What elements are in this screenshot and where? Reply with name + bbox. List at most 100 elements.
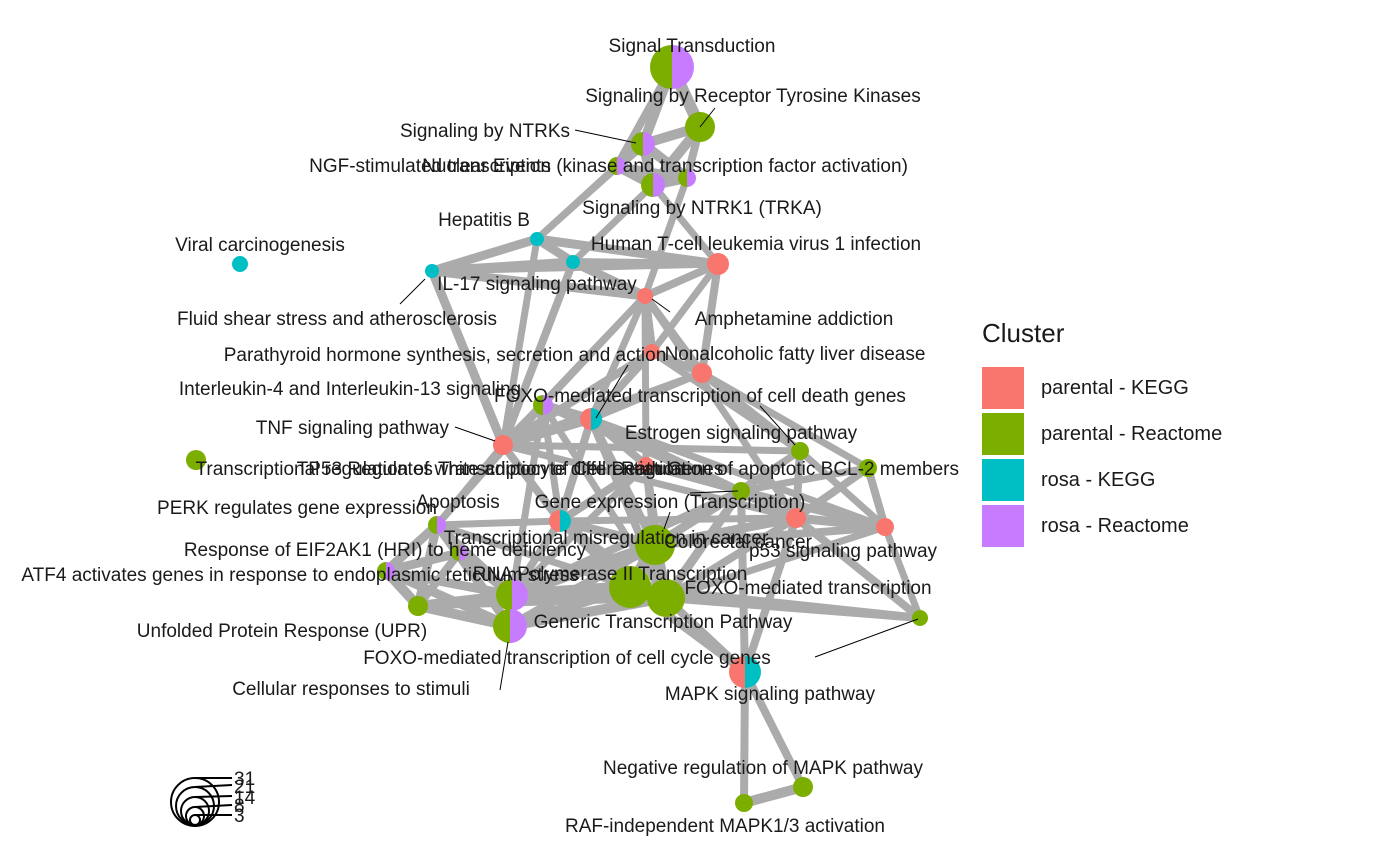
size-circle xyxy=(189,814,201,826)
edge xyxy=(587,292,649,423)
edge xyxy=(499,348,656,449)
node-amphetamine xyxy=(637,288,653,304)
edge xyxy=(698,369,872,472)
node-perk xyxy=(428,516,446,534)
node-upr xyxy=(408,596,428,616)
edge xyxy=(499,258,577,449)
node-label: Signal Transduction xyxy=(609,36,776,57)
pie-slice xyxy=(735,794,753,812)
edge xyxy=(505,540,660,631)
node-label: IL-17 signaling pathway xyxy=(437,274,637,295)
legend-item-rosa-reactome: rosa - Reactome xyxy=(982,503,1222,549)
node-label: Interleukin-4 and Interleukin-13 signali… xyxy=(179,379,521,400)
edge xyxy=(648,260,722,356)
edge xyxy=(533,140,647,243)
legend-swatch xyxy=(982,459,1024,501)
edge xyxy=(433,517,564,529)
node-label: Nuclear Events (kinase and transcription… xyxy=(422,156,908,177)
node-tp53 xyxy=(638,457,654,473)
pie-slice xyxy=(912,610,928,626)
edge xyxy=(881,523,924,622)
pie-slice xyxy=(425,264,439,278)
legend-item-parental-reactome: parental - Reactome xyxy=(982,411,1222,457)
node-nuclear_events xyxy=(608,157,626,175)
pie-slice xyxy=(791,442,809,460)
pie-slice xyxy=(459,545,467,561)
node-colorectal xyxy=(876,518,894,536)
pie-slice xyxy=(437,516,446,534)
leader-line xyxy=(759,405,796,446)
node-ngf xyxy=(678,169,696,187)
leader-line xyxy=(814,618,919,658)
node-label: Regulation of apoptotic BCL-2 members xyxy=(621,459,959,480)
node-label: Signaling by Receptor Tyrosine Kinases xyxy=(585,86,921,107)
edge xyxy=(662,514,800,602)
leader-line xyxy=(499,641,509,691)
pie-slice xyxy=(408,596,428,616)
node-label: Colorectal cancer xyxy=(664,532,813,553)
leader-line xyxy=(595,364,629,419)
leader-line xyxy=(454,426,496,442)
pie-slice xyxy=(496,579,512,611)
leader-line xyxy=(689,490,739,494)
node-atf4 xyxy=(377,562,395,580)
pie-slice xyxy=(533,395,543,415)
node-label: PERK regulates gene expression xyxy=(157,498,437,519)
node-viral_carcinogenesis xyxy=(232,256,248,272)
pie-slice xyxy=(493,609,510,643)
edge xyxy=(741,514,800,676)
node-apoptosis xyxy=(549,510,571,532)
pie-slice xyxy=(641,173,653,197)
size-legend: 31 21 14 8 3 xyxy=(170,769,256,827)
edge xyxy=(413,520,442,611)
node-hepatitis_b xyxy=(530,232,544,246)
pie-slice xyxy=(638,457,654,473)
pie-slice xyxy=(617,157,626,175)
node-label: Transcriptional misregulation in cancer xyxy=(444,528,769,549)
edge xyxy=(641,174,691,300)
pie-slice xyxy=(793,777,813,797)
node-label: Estrogen signaling pathway xyxy=(625,423,858,444)
size-label: 31 xyxy=(234,769,255,790)
node-label: p53 signaling pathway xyxy=(749,541,938,562)
pie-slice xyxy=(560,510,571,532)
legend-swatch xyxy=(982,367,1024,409)
node-htlv xyxy=(566,255,580,269)
edge xyxy=(641,292,800,522)
node-label: Hepatitis B xyxy=(438,210,530,231)
node-ntrks xyxy=(631,132,655,156)
edge xyxy=(739,782,808,808)
node-label: NGF-stimulated transcription xyxy=(309,156,551,177)
pie-slice xyxy=(510,609,527,643)
legend-item-rosa-kegg: rosa - KEGG xyxy=(982,457,1222,503)
node-bcl2 xyxy=(859,459,877,477)
node-label: Parathyroid hormone synthesis, secretion… xyxy=(224,345,667,366)
node-parathyroid xyxy=(644,344,660,360)
node-mapk xyxy=(729,656,761,688)
edge xyxy=(556,415,595,525)
pie-slice xyxy=(643,132,655,156)
leader-line xyxy=(399,278,426,305)
edge xyxy=(662,594,924,622)
edge xyxy=(587,369,706,423)
node-label: FOXO-mediated transcription of cell cycl… xyxy=(363,648,771,669)
edge xyxy=(864,464,889,531)
pie-slice xyxy=(637,288,653,304)
pie-slice xyxy=(631,132,643,156)
node-neg_mapk xyxy=(793,777,813,797)
edge xyxy=(649,181,722,268)
pie-slice xyxy=(745,656,761,688)
edge xyxy=(381,548,464,576)
pie-slice xyxy=(635,525,675,565)
node-transcriptional_regulation xyxy=(186,450,206,470)
pie-slice xyxy=(186,450,206,470)
node-fluid_shear xyxy=(707,253,729,275)
pie-slice xyxy=(729,656,745,688)
leader-line xyxy=(651,298,671,313)
edge xyxy=(499,441,564,525)
node-label: Gene expression (Transcription) xyxy=(535,492,806,513)
node-il17 xyxy=(425,264,439,278)
edge xyxy=(498,414,596,450)
pie-slice xyxy=(647,579,685,617)
